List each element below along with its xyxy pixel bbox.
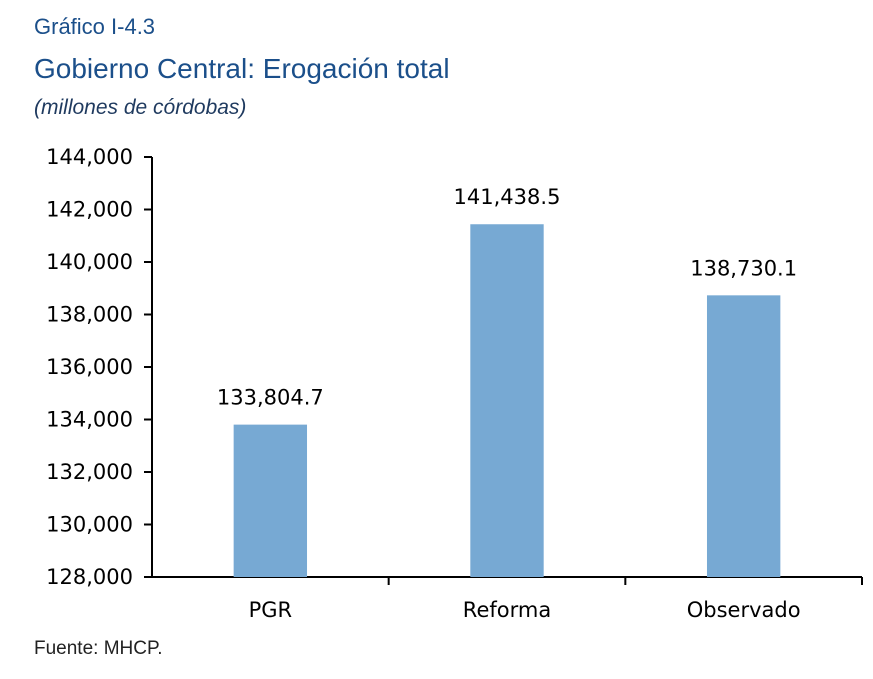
units-subtitle: (millones de córdobas) bbox=[34, 96, 247, 119]
category-label: Observado bbox=[687, 598, 801, 622]
category-label: Reforma bbox=[463, 598, 551, 622]
bar-pgr bbox=[233, 424, 308, 577]
figure-number: Gráfico I-4.3 bbox=[34, 14, 156, 39]
data-label: 133,804.7 bbox=[217, 386, 324, 410]
data-labels: 133,804.7 141,438.5 138,730.1 bbox=[217, 185, 797, 409]
y-tick-label: 134,000 bbox=[46, 408, 133, 432]
y-axis: 128,000 130,000 132,000 134,000 136,000 138,0… bbox=[46, 145, 153, 589]
y-tick-label: 144,000 bbox=[46, 145, 133, 169]
y-tick-label: 128,000 bbox=[46, 565, 133, 589]
source-note: Fuente: MHCP. bbox=[34, 638, 163, 659]
y-tick-label: 136,000 bbox=[46, 355, 133, 379]
category-labels: PGR Reforma Observado bbox=[249, 598, 801, 622]
category-label: PGR bbox=[249, 598, 293, 622]
data-label: 138,730.1 bbox=[690, 256, 797, 280]
data-label: 141,438.5 bbox=[454, 185, 561, 209]
y-tick-label: 138,000 bbox=[46, 303, 133, 327]
bar-observado bbox=[706, 295, 781, 577]
x-axis bbox=[152, 576, 863, 585]
y-tick-label: 130,000 bbox=[46, 513, 133, 537]
y-tick-label: 142,000 bbox=[46, 198, 133, 222]
y-tick-label: 132,000 bbox=[46, 460, 133, 484]
bars bbox=[233, 224, 781, 577]
y-tick-label: 140,000 bbox=[46, 250, 133, 274]
chart-title: Gobierno Central: Erogación total bbox=[34, 53, 450, 84]
bar-reforma bbox=[470, 224, 544, 577]
